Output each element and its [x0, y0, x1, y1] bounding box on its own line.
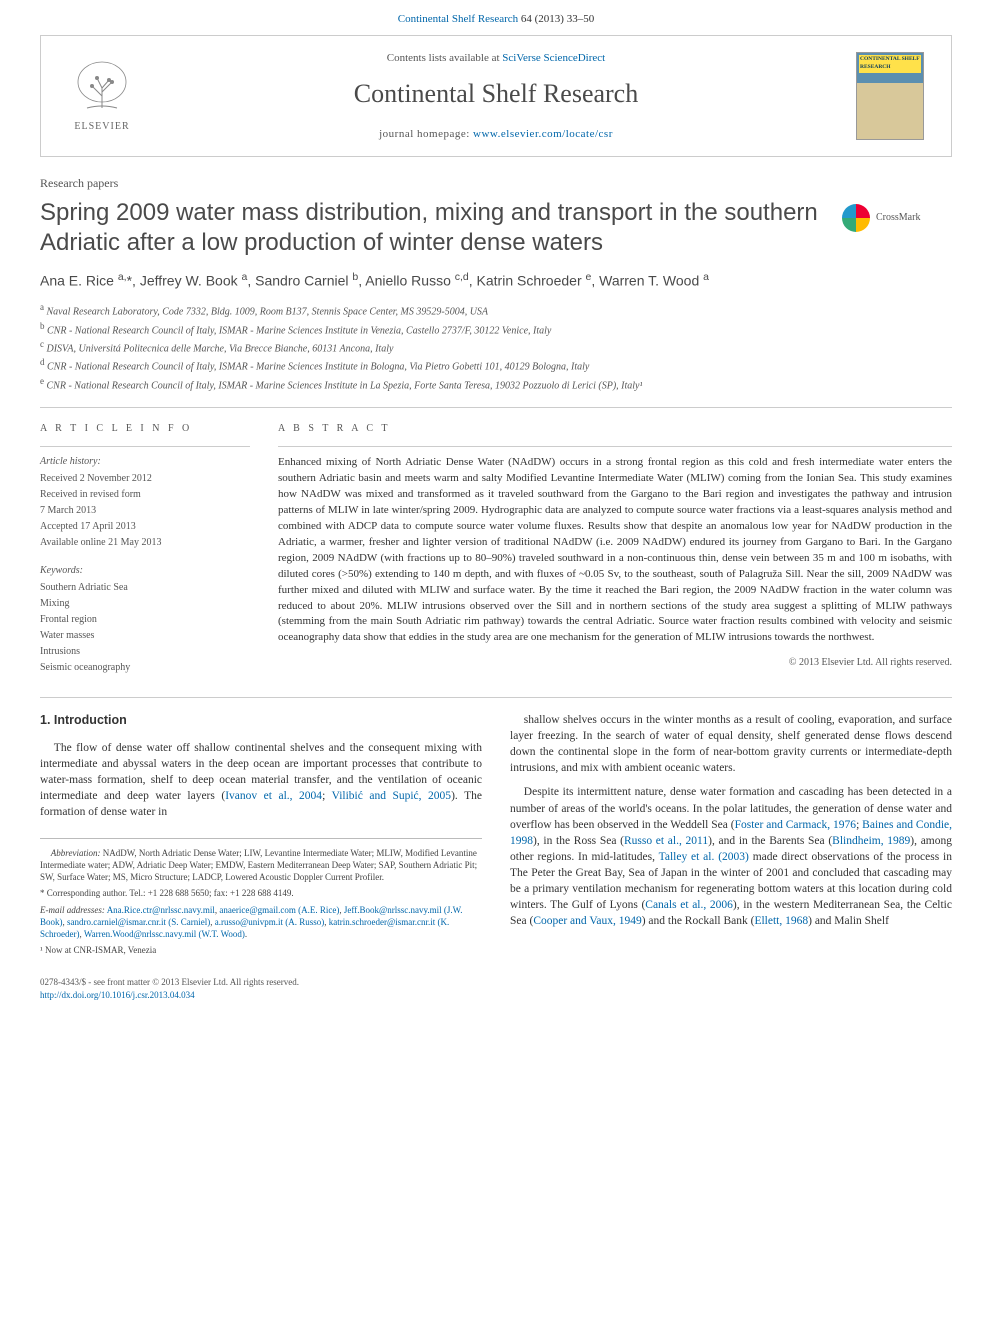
keyword: Seismic oceanography [40, 661, 250, 675]
top-citation-journal-link[interactable]: Continental Shelf Research [398, 13, 518, 25]
citation-link[interactable]: Foster and Carmack, 1976 [735, 819, 856, 831]
affiliation-line: a Naval Research Laboratory, Code 7332, … [40, 301, 952, 319]
citation-link[interactable]: Vilibić and Supić, 2005 [332, 790, 451, 802]
crossmark-badge[interactable]: CrossMark [842, 204, 952, 232]
divider-rule-2 [40, 697, 952, 698]
email-link[interactable]: a.russo@univpm.it (A. Russo) [215, 917, 325, 927]
doi-link[interactable]: http://dx.doi.org/10.1016/j.csr.2013.04.… [40, 990, 195, 1000]
elsevier-tree-icon [67, 58, 137, 118]
journal-header: ELSEVIER Contents lists available at Sci… [40, 35, 952, 157]
history-line: Received in revised form [40, 488, 250, 502]
top-citation-rest: 64 (2013) 33–50 [518, 13, 594, 25]
body-paragraph: Despite its intermittent nature, dense w… [510, 784, 952, 929]
email-link[interactable]: Ana.Rice.ctr@nrlssc.navy.mil [107, 905, 215, 915]
article-info-heading: A R T I C L E I N F O [40, 422, 250, 436]
contents-prefix: Contents lists available at [387, 52, 502, 64]
citation-link[interactable]: Ellett, 1968 [754, 915, 808, 927]
header-center: Contents lists available at SciVerse Sci… [147, 51, 845, 142]
journal-name: Continental Shelf Research [147, 76, 845, 112]
sciencedirect-link[interactable]: SciVerse ScienceDirect [502, 52, 605, 64]
affiliation-line: c DISVA, Universitá Politecnica delle Ma… [40, 338, 952, 356]
citation-link[interactable]: Talley et al. (2003) [659, 851, 749, 863]
homepage-line: journal homepage: www.elsevier.com/locat… [147, 127, 845, 142]
affiliation-line: e CNR - National Research Council of Ita… [40, 375, 952, 393]
publisher-logo: ELSEVIER [57, 51, 147, 141]
crossmark-icon [842, 204, 870, 232]
journal-homepage-link[interactable]: www.elsevier.com/locate/csr [473, 128, 613, 140]
citation-link[interactable]: Ivanov et al., 2004 [225, 790, 322, 802]
homepage-prefix: journal homepage: [379, 128, 473, 140]
history-line: Available online 21 May 2013 [40, 536, 250, 550]
citation-link[interactable]: Russo et al., 2011 [624, 835, 708, 847]
crossmark-label: CrossMark [876, 211, 920, 225]
affiliations: a Naval Research Laboratory, Code 7332, … [40, 301, 952, 393]
keyword: Mixing [40, 597, 250, 611]
citation-link[interactable]: Cooper and Vaux, 1949 [533, 915, 641, 927]
history-heading: Article history: [40, 455, 250, 469]
affiliation-line: d CNR - National Research Council of Ita… [40, 356, 952, 374]
body-paragraph: shallow shelves occurs in the winter mon… [510, 712, 952, 776]
abstract-column: A B S T R A C T Enhanced mixing of North… [278, 422, 952, 677]
citation-link[interactable]: Canals et al., 2006 [645, 899, 733, 911]
footnote-block: Abbreviation: NAdDW, North Adriatic Dens… [40, 838, 482, 956]
top-citation: Continental Shelf Research 64 (2013) 33–… [0, 0, 992, 35]
article-info-column: A R T I C L E I N F O Article history: R… [40, 422, 250, 677]
divider-rule [40, 407, 952, 408]
journal-cover: CONTINENTAL SHELF RESEARCH [845, 46, 935, 146]
abstract-heading: A B S T R A C T [278, 422, 952, 436]
footnote-1: ¹ Now at CNR-ISMAR, Venezia [40, 944, 482, 956]
abbreviation-text: NAdDW, North Adriatic Dense Water; LIW, … [40, 848, 477, 882]
history-line: Accepted 17 April 2013 [40, 520, 250, 534]
author-list: Ana E. Rice a,*, Jeffrey W. Book a, Sand… [40, 270, 952, 291]
email-link[interactable]: anaerice@gmail.com (A.E. Rice) [219, 905, 339, 915]
corresponding-author: * Corresponding author. Tel.: +1 228 688… [40, 887, 482, 899]
affiliation-line: b CNR - National Research Council of Ita… [40, 320, 952, 338]
keyword: Southern Adriatic Sea [40, 581, 250, 595]
email-link[interactable]: Warren.Wood@nrlssc.navy.mil (W.T. Wood) [84, 929, 245, 939]
keyword: Intrusions [40, 645, 250, 659]
body-paragraph: The flow of dense water off shallow cont… [40, 740, 482, 820]
front-matter-line: 0278-4343/$ - see front matter © 2013 El… [40, 976, 952, 989]
email-addresses: E-mail addresses: Ana.Rice.ctr@nrlssc.na… [40, 904, 482, 940]
paper-title: Spring 2009 water mass distribution, mix… [40, 198, 826, 258]
history-line: 7 March 2013 [40, 504, 250, 518]
journal-cover-thumbnail: CONTINENTAL SHELF RESEARCH [856, 52, 924, 140]
keywords-heading: Keywords: [40, 564, 250, 578]
citation-link[interactable]: Blindheim, 1989 [832, 835, 910, 847]
intro-heading: 1. Introduction [40, 712, 482, 730]
article-type-label: Research papers [40, 175, 952, 192]
keyword: Frontal region [40, 613, 250, 627]
cover-label: CONTINENTAL SHELF RESEARCH [859, 55, 921, 72]
publisher-name: ELSEVIER [74, 120, 129, 134]
body-text: 1. Introduction The flow of dense water … [40, 712, 952, 960]
abstract-copyright: © 2013 Elsevier Ltd. All rights reserved… [278, 656, 952, 670]
abstract-text: Enhanced mixing of North Adriatic Dense … [278, 455, 952, 646]
contents-line: Contents lists available at SciVerse Sci… [147, 51, 845, 66]
email-link[interactable]: sandro.carniel@ismar.cnr.it (S. Carniel) [67, 917, 210, 927]
history-line: Received 2 November 2012 [40, 472, 250, 486]
abbreviation-head: Abbreviation: [51, 848, 101, 858]
bottom-info: 0278-4343/$ - see front matter © 2013 El… [40, 976, 952, 1001]
keyword: Water masses [40, 629, 250, 643]
